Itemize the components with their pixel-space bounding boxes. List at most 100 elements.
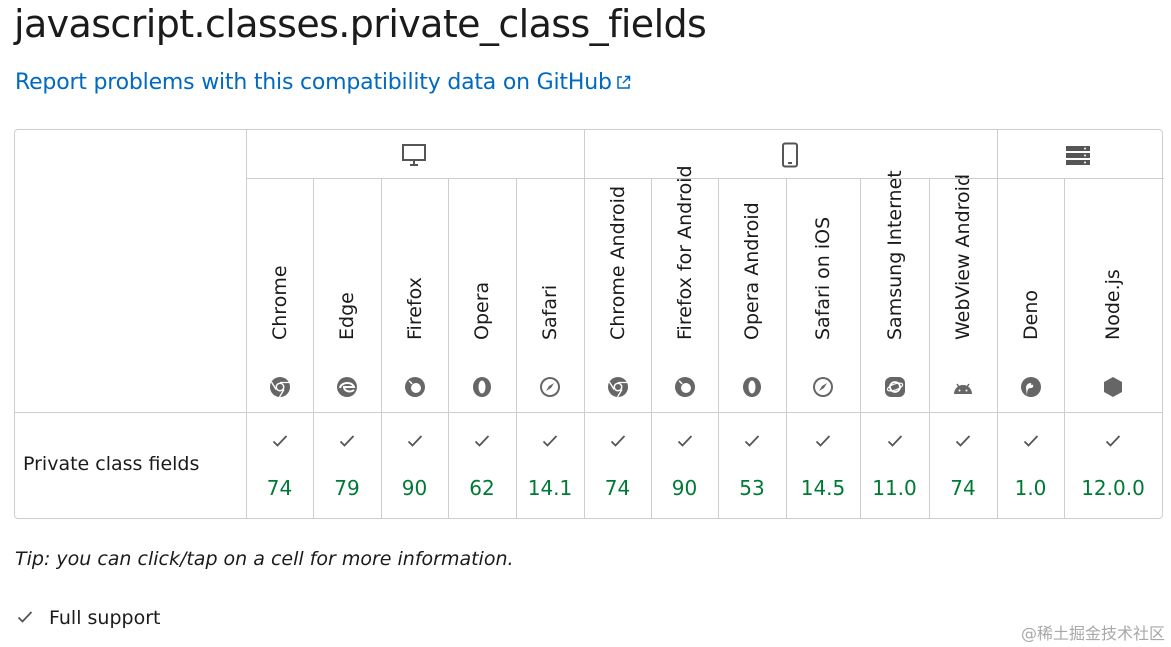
support-version: 53 xyxy=(739,476,765,500)
browser-name: Safari on iOS xyxy=(812,216,834,340)
support-version: 14.1 xyxy=(527,476,573,500)
column-divider xyxy=(381,178,382,518)
column-divider xyxy=(997,130,998,518)
report-problems-link[interactable]: Report problems with this compatibility … xyxy=(15,70,631,96)
browser-header: Opera Android xyxy=(718,178,786,412)
browser-name: Samsung Internet xyxy=(883,170,906,340)
browser-name: Chrome Android xyxy=(606,185,629,340)
browser-header: Chrome Android xyxy=(584,178,651,412)
column-divider xyxy=(860,178,861,518)
safari-icon xyxy=(539,376,561,398)
column-divider xyxy=(651,178,652,518)
check-icon xyxy=(955,434,971,448)
external-link-icon xyxy=(616,71,631,96)
browser-name: Safari xyxy=(539,284,561,340)
feature-name: Private class fields xyxy=(23,453,200,475)
check-icon xyxy=(744,434,760,448)
check-icon xyxy=(815,434,831,448)
column-divider xyxy=(1064,178,1065,518)
support-cell[interactable]: 14.1 xyxy=(516,412,584,518)
report-link-label: Report problems with this compatibility … xyxy=(15,70,612,95)
legend: Full support xyxy=(17,607,160,629)
column-divider xyxy=(584,130,585,518)
support-version: 90 xyxy=(401,476,428,500)
support-cell[interactable]: 1.0 xyxy=(997,412,1064,518)
chrome-icon xyxy=(607,376,629,398)
browser-header: Deno xyxy=(997,178,1064,412)
check-icon xyxy=(1023,434,1039,448)
browser-header: Firefox xyxy=(381,178,448,412)
check-icon xyxy=(407,434,423,448)
browser-header: Chrome xyxy=(246,178,313,412)
support-version: 62 xyxy=(469,476,495,500)
support-version: 14.5 xyxy=(800,476,846,500)
check-icon xyxy=(474,434,490,448)
support-cell[interactable]: 12.0.0 xyxy=(1064,412,1162,518)
check-icon xyxy=(1105,434,1121,448)
browser-header: Safari on iOS xyxy=(786,178,860,412)
samsung-internet-icon xyxy=(884,376,906,398)
column-divider xyxy=(718,178,719,518)
safari-icon xyxy=(812,376,834,398)
support-cell[interactable]: 74 xyxy=(246,412,313,518)
server-icon xyxy=(1065,142,1091,168)
support-cell[interactable]: 74 xyxy=(929,412,997,518)
opera-icon xyxy=(741,376,763,398)
browser-header: Opera xyxy=(448,178,516,412)
check-icon xyxy=(610,434,626,448)
check-icon xyxy=(677,434,693,448)
browser-name: Chrome xyxy=(268,265,291,340)
nodejs-icon xyxy=(1102,376,1124,398)
check-icon xyxy=(272,434,288,448)
firefox-icon xyxy=(674,376,696,398)
support-version: 11.0 xyxy=(872,476,917,500)
opera-icon xyxy=(471,376,493,398)
check-icon xyxy=(339,434,355,448)
watermark: @稀土掘金技术社区 xyxy=(1020,624,1165,643)
column-divider xyxy=(448,178,449,518)
row-divider xyxy=(15,412,1162,413)
support-version: 74 xyxy=(604,476,631,500)
header-divider xyxy=(246,178,1164,179)
support-cell[interactable]: 74 xyxy=(584,412,651,518)
check-icon xyxy=(542,434,558,448)
browser-name: Opera xyxy=(471,281,493,340)
browser-name: Deno xyxy=(1019,290,1042,340)
browser-header: Firefox for Android xyxy=(651,165,718,412)
compat-table: Private class fields Chrome 74 Edge 79 Firef… xyxy=(14,129,1164,519)
column-divider xyxy=(246,130,247,518)
browser-name: Firefox xyxy=(403,277,426,340)
chrome-icon xyxy=(269,376,291,398)
column-divider xyxy=(786,178,787,518)
support-cell[interactable]: 90 xyxy=(651,412,718,518)
firefox-icon xyxy=(404,376,426,398)
support-version: 1.0 xyxy=(1014,476,1047,500)
check-icon xyxy=(887,434,903,448)
browser-header: Safari xyxy=(516,178,584,412)
browser-header: Samsung Internet xyxy=(860,170,929,412)
support-cell[interactable]: 14.5 xyxy=(786,412,860,518)
browser-name: Firefox for Android xyxy=(673,165,696,340)
support-cell[interactable]: 53 xyxy=(718,412,786,518)
tip-text: Tip: you can click/tap on a cell for mor… xyxy=(15,548,514,570)
support-cell[interactable]: 90 xyxy=(381,412,448,518)
browser-name: WebView Android xyxy=(952,173,974,340)
support-version: 90 xyxy=(671,476,698,500)
column-divider xyxy=(516,178,517,518)
browser-header: Edge xyxy=(313,178,381,412)
support-version: 74 xyxy=(266,476,293,500)
column-divider xyxy=(313,178,314,518)
android-icon xyxy=(952,376,974,398)
legend-full-support: Full support xyxy=(49,607,161,629)
support-version: 74 xyxy=(950,476,976,500)
browser-name: Edge xyxy=(336,292,358,340)
page-title: javascript.classes.private_class_fields xyxy=(14,2,707,46)
support-cell[interactable]: 79 xyxy=(313,412,381,518)
browser-name: Opera Android xyxy=(741,202,763,340)
edge-icon xyxy=(336,376,358,398)
support-version: 12.0.0 xyxy=(1081,476,1145,500)
deno-icon xyxy=(1020,376,1042,398)
support-cell[interactable]: 11.0 xyxy=(860,412,929,518)
support-cell[interactable]: 62 xyxy=(448,412,516,518)
